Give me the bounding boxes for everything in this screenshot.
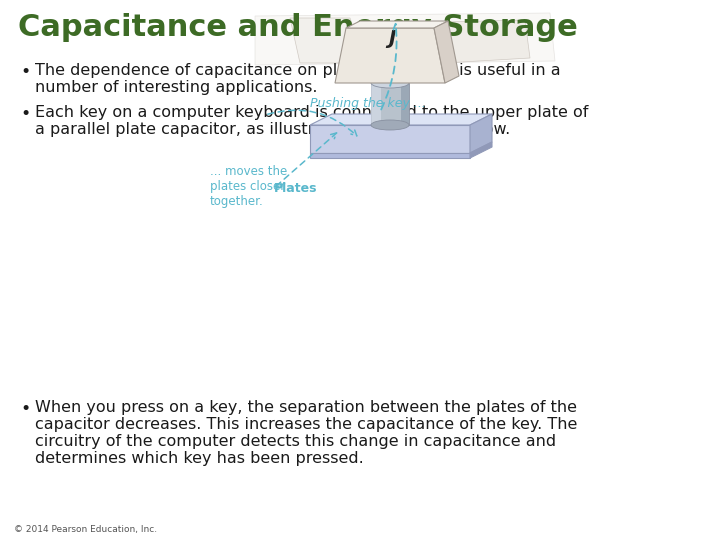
Text: •: •: [20, 63, 30, 81]
Polygon shape: [401, 83, 409, 125]
Text: determines which key has been pressed.: determines which key has been pressed.: [35, 451, 364, 466]
Text: © 2014 Pearson Education, Inc.: © 2014 Pearson Education, Inc.: [14, 525, 157, 534]
Polygon shape: [442, 20, 530, 63]
Polygon shape: [371, 83, 409, 125]
Polygon shape: [434, 21, 459, 83]
Polygon shape: [290, 18, 365, 63]
Ellipse shape: [371, 120, 409, 130]
Polygon shape: [346, 21, 448, 28]
Ellipse shape: [371, 78, 409, 88]
Text: When you press on a key, the separation between the plates of the: When you press on a key, the separation …: [35, 400, 577, 415]
Polygon shape: [371, 83, 381, 125]
Text: J: J: [388, 29, 395, 48]
Text: Each key on a computer keyboard is connected to the upper plate of: Each key on a computer keyboard is conne…: [35, 105, 588, 120]
Text: Capacitance and Energy Storage: Capacitance and Energy Storage: [18, 13, 577, 42]
Text: number of interesting applications.: number of interesting applications.: [35, 80, 318, 95]
Text: •: •: [20, 105, 30, 123]
Polygon shape: [310, 153, 470, 158]
Polygon shape: [310, 125, 470, 153]
Polygon shape: [310, 114, 492, 125]
Text: capacitor decreases. This increases the capacitance of the key. The: capacitor decreases. This increases the …: [35, 417, 577, 432]
Polygon shape: [470, 114, 492, 153]
Text: ... moves the
plates closer
together.: ... moves the plates closer together.: [210, 165, 287, 208]
Text: circuitry of the computer detects this change in capacitance and: circuitry of the computer detects this c…: [35, 434, 556, 449]
Polygon shape: [255, 13, 555, 65]
Text: Pushing the key ...: Pushing the key ...: [310, 97, 426, 110]
Text: a parallel plate capacitor, as illustrated in the figure below.: a parallel plate capacitor, as illustrat…: [35, 122, 510, 137]
Text: The dependence of capacitance on plate separation is useful in a: The dependence of capacitance on plate s…: [35, 63, 561, 78]
Polygon shape: [470, 142, 492, 158]
Text: Plates: Plates: [274, 181, 318, 194]
Polygon shape: [335, 28, 445, 83]
Text: •: •: [20, 400, 30, 418]
